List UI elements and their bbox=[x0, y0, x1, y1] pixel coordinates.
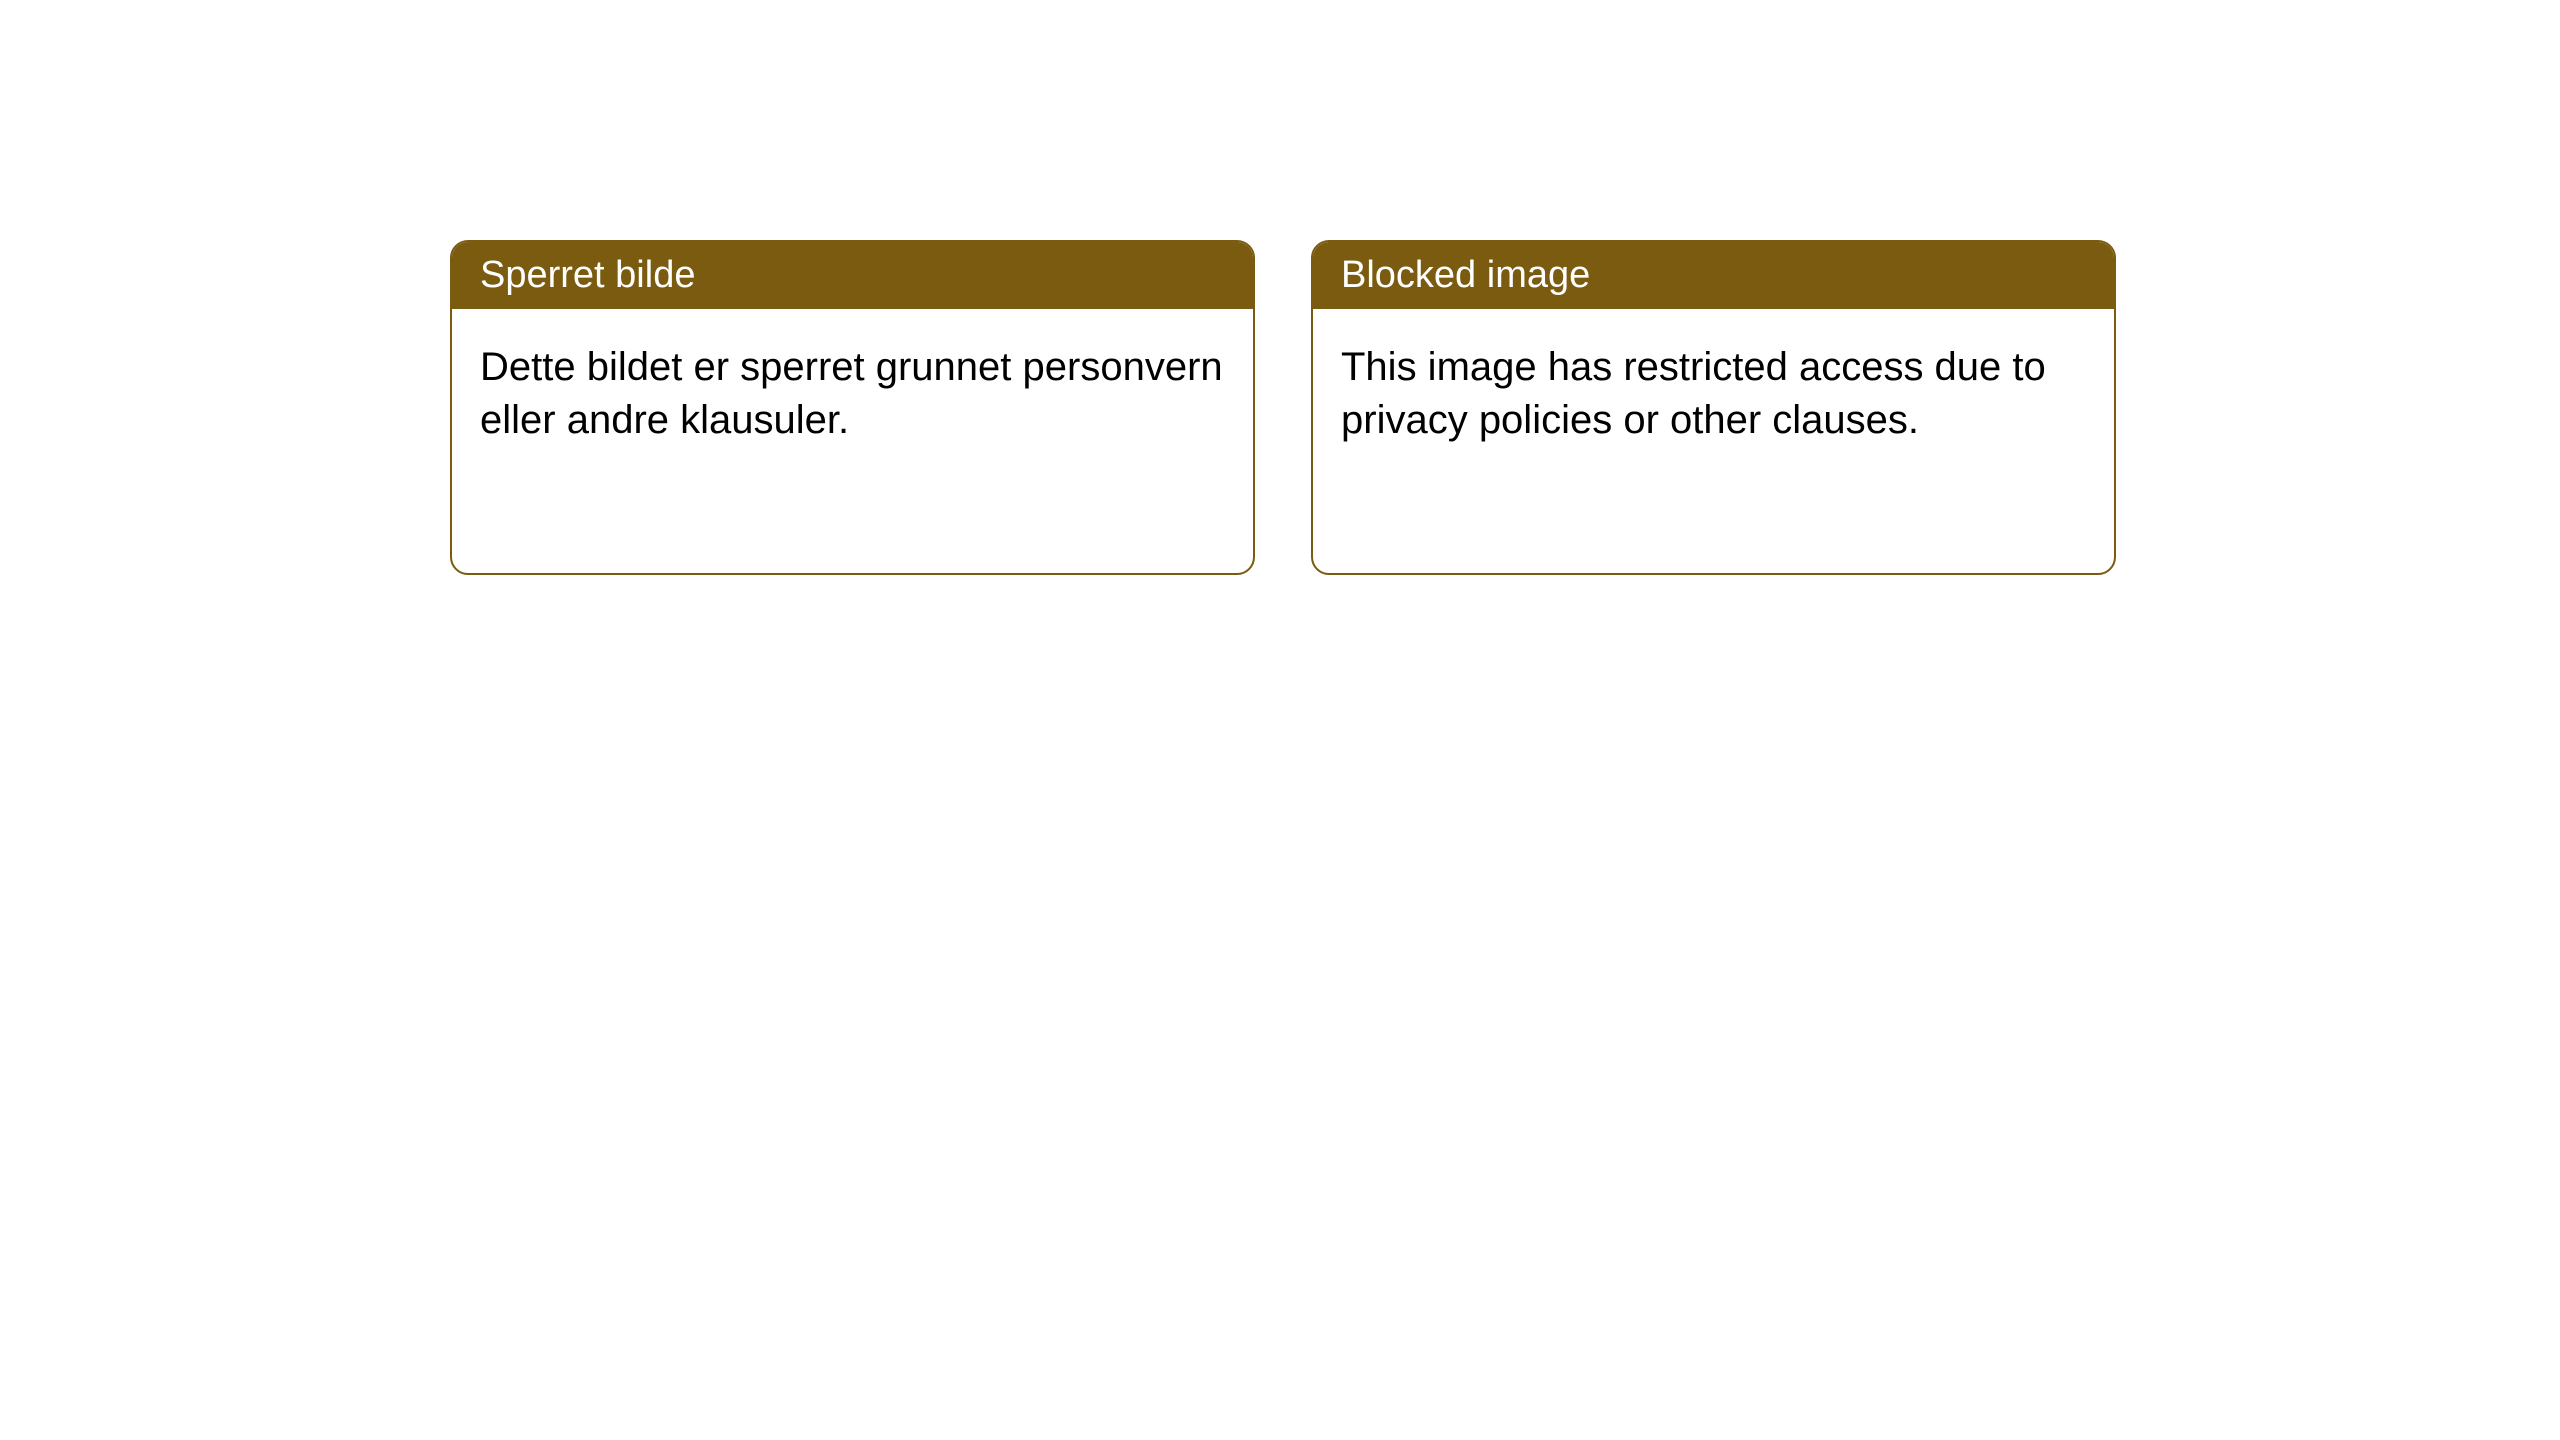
card-body-text: This image has restricted access due to … bbox=[1341, 345, 2046, 442]
card-body: Dette bildet er sperret grunnet personve… bbox=[452, 309, 1253, 479]
card-body: This image has restricted access due to … bbox=[1313, 309, 2114, 479]
card-header: Blocked image bbox=[1313, 242, 2114, 309]
card-title: Sperret bilde bbox=[480, 254, 695, 296]
notice-card-english: Blocked image This image has restricted … bbox=[1311, 240, 2116, 575]
card-header: Sperret bilde bbox=[452, 242, 1253, 309]
card-body-text: Dette bildet er sperret grunnet personve… bbox=[480, 345, 1223, 442]
notice-card-norwegian: Sperret bilde Dette bildet er sperret gr… bbox=[450, 240, 1255, 575]
card-title: Blocked image bbox=[1341, 254, 1590, 296]
notice-cards-container: Sperret bilde Dette bildet er sperret gr… bbox=[450, 240, 2116, 575]
